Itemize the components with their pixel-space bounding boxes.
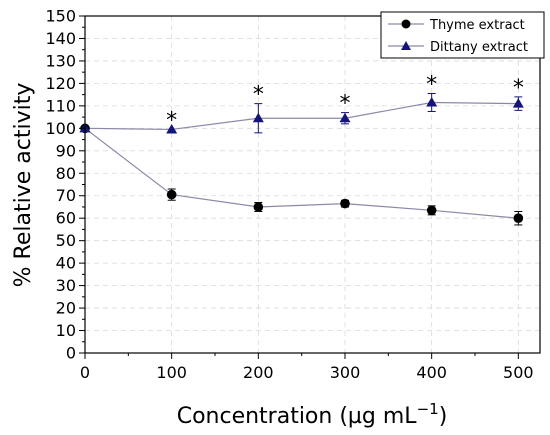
y-tick-label: 40	[56, 254, 76, 273]
data-markers	[79, 96, 524, 223]
x-axis-title-main: Concentration (µg mL	[177, 404, 418, 429]
series-line-1	[84, 101, 519, 131]
legend-dittany-label: Dittany extract	[430, 40, 528, 55]
data-point	[253, 202, 264, 212]
data-point	[166, 123, 178, 134]
data-point	[252, 112, 264, 123]
y-tick-label: 100	[45, 119, 76, 138]
significance-star: *	[513, 76, 524, 101]
y-tick-label: 60	[56, 209, 76, 228]
data-point	[513, 213, 524, 223]
x-axis-title-close: )	[439, 404, 448, 429]
y-tick-label: 10	[56, 321, 76, 340]
x-tick-label: 500	[503, 363, 534, 382]
y-tick-label: 110	[45, 96, 76, 115]
x-tick-label: 300	[330, 363, 361, 382]
series-lines	[84, 101, 519, 219]
y-tick-label: 20	[56, 299, 76, 318]
significance-star: *	[340, 92, 351, 117]
legend-dittany-marker	[401, 41, 411, 50]
x-tick-label: 0	[80, 363, 90, 382]
significance-star: *	[253, 83, 264, 108]
y-tick-label: 70	[56, 186, 76, 205]
data-point	[426, 96, 438, 107]
x-tick-label: 200	[243, 363, 274, 382]
x-tick-label: 400	[416, 363, 447, 382]
y-tick-label: 30	[56, 276, 76, 295]
y-tick-label: 150	[45, 7, 76, 26]
data-point	[166, 189, 177, 200]
x-axis-title-exponent: −1	[417, 400, 439, 418]
y-axis-title: % Relative activity	[11, 83, 36, 288]
data-point	[512, 98, 524, 108]
y-tick-label: 120	[45, 74, 76, 93]
significance-star: *	[426, 73, 437, 98]
y-tick-label: 50	[56, 231, 76, 250]
x-axis-title: Concentration (µg mL−1)	[177, 400, 448, 429]
data-point	[340, 198, 350, 209]
series-line-0	[84, 127, 519, 219]
y-tick-label: 90	[56, 141, 76, 160]
plot-background	[85, 16, 540, 353]
legend: Thyme extract Dittany extract	[380, 11, 545, 59]
y-tick-label: 0	[66, 344, 76, 363]
data-point	[339, 112, 351, 123]
x-axis-ticks: 0 100 200 300 400 500	[80, 353, 534, 382]
legend-thyme-marker	[401, 19, 411, 29]
legend-thyme-label: Thyme extract	[429, 18, 525, 33]
y-tick-label: 80	[56, 164, 76, 183]
legend-box	[380, 11, 545, 59]
data-point	[426, 205, 437, 216]
significance-annotations: * * * * *	[166, 73, 524, 134]
y-tick-label: 140	[45, 29, 76, 48]
y-axis-ticks: 0 10 20 30 40 50 60 70 80 90 100 110 120 130 140 150	[45, 7, 85, 363]
x-tick-label: 100	[156, 363, 187, 382]
significance-star: *	[166, 108, 177, 133]
y-tick-label: 130	[45, 51, 76, 70]
